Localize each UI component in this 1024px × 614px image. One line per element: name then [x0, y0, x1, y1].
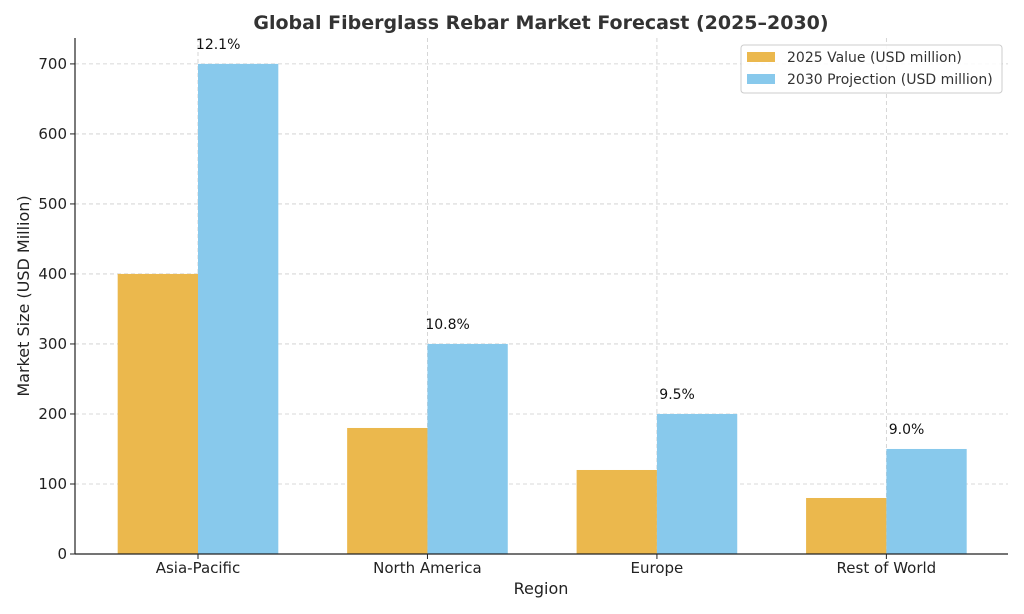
- growth-label: 12.1%: [196, 37, 240, 53]
- legend: 2025 Value (USD million) 2030 Projection…: [740, 44, 1003, 94]
- x-tick-label: Rest of World: [837, 559, 937, 577]
- growth-label: 9.5%: [659, 387, 695, 403]
- y-tick-label: 700: [38, 55, 67, 73]
- x-tick-label: Asia-Pacific: [156, 559, 241, 577]
- bar-2030: [197, 63, 279, 554]
- bar-2030: [886, 448, 967, 554]
- legend-label-2030: 2030 Projection (USD million): [787, 72, 993, 88]
- bar-2030: [427, 343, 508, 554]
- growth-label: 10.8%: [425, 317, 469, 333]
- x-axis-label: Region: [514, 579, 569, 598]
- y-tick-label: 600: [38, 125, 67, 143]
- bar-2025: [576, 469, 657, 554]
- chart-title: Global Fiberglass Rebar Market Forecast …: [253, 12, 828, 34]
- y-axis-label: Market Size (USD Million): [14, 195, 33, 396]
- annotations: 12.1% 10.8% 9.5% 9.0%: [196, 37, 924, 438]
- legend-label-2025: 2025 Value (USD million): [787, 50, 962, 66]
- y-tick-label: 0: [57, 545, 67, 563]
- bar-2030: [656, 413, 738, 554]
- x-tick-label: North America: [373, 559, 482, 577]
- growth-label: 9.0%: [889, 422, 925, 438]
- bar-2025: [347, 427, 428, 554]
- y-tick-label: 400: [38, 265, 67, 283]
- legend-frame: [740, 44, 1003, 94]
- bar-2025: [806, 497, 887, 554]
- y-tick-label: 300: [38, 335, 67, 353]
- x-tick-label: Europe: [631, 559, 684, 577]
- y-tick-label: 100: [38, 475, 67, 493]
- bars: [117, 63, 967, 554]
- legend-swatch-2025: [747, 52, 775, 62]
- legend-swatch-2030: [747, 74, 775, 84]
- y-tick-label: 500: [38, 195, 67, 213]
- y-tick-label: 200: [38, 405, 67, 423]
- axes: 0 100 200 300 400 500 600 700 Asia-Pacific North …: [38, 38, 1008, 577]
- bar-2025: [117, 273, 198, 554]
